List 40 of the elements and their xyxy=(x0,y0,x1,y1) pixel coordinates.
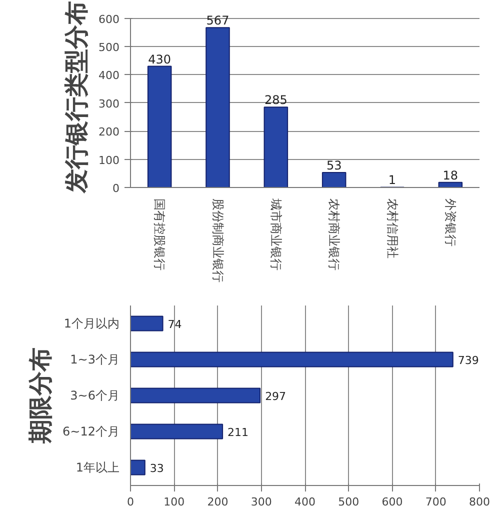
y-tick-label: 400 xyxy=(98,69,120,82)
x-tick-label: 国有控股银行 xyxy=(152,198,167,270)
x-tick-label: 700 xyxy=(425,496,446,508)
data-label: 18 xyxy=(442,168,458,182)
y-tick-label: 1~3个月 xyxy=(70,352,120,366)
data-label: 297 xyxy=(265,390,286,403)
x-tick-label: 600 xyxy=(382,496,403,508)
data-label: 211 xyxy=(228,426,249,439)
x-tick-label: 外资银行 xyxy=(443,198,458,246)
x-tick-label: 农村商业银行 xyxy=(327,198,342,270)
data-label: 74 xyxy=(168,318,182,331)
y-tick-label: 1年以上 xyxy=(76,460,120,474)
data-label: 739 xyxy=(458,354,479,367)
data-label: 285 xyxy=(264,93,288,108)
x-tick-label: 股份制商业银行 xyxy=(210,198,225,282)
y-tick-label: 6~12个月 xyxy=(62,424,120,438)
data-label: 430 xyxy=(148,52,172,66)
y-tick-label: 3~6个月 xyxy=(70,388,120,402)
y-tick-label: 200 xyxy=(98,126,120,139)
data-label: 33 xyxy=(150,462,164,475)
x-tick-label: 400 xyxy=(294,496,316,508)
text: 发行银行类型分布 xyxy=(64,1,90,194)
x-tick-label: 农村信用社 xyxy=(385,198,400,258)
y-tick-label: 300 xyxy=(98,97,120,110)
y-tick-label: 600 xyxy=(98,12,120,26)
x-tick-label: 500 xyxy=(338,496,360,508)
y-tick-label: 500 xyxy=(98,41,120,54)
y-tick-label: 1个月以内 xyxy=(64,316,120,330)
data-label: 567 xyxy=(206,14,230,28)
x-tick-label: 城市商业银行 xyxy=(268,198,283,270)
x-tick-label: 300 xyxy=(250,496,272,508)
text: 期限分布 xyxy=(28,348,54,444)
y-tick-label: 0 xyxy=(112,182,120,195)
data-label: 53 xyxy=(326,158,342,173)
data-label: 1 xyxy=(388,173,396,188)
x-tick-label: 100 xyxy=(164,496,185,508)
x-tick-label: 800 xyxy=(469,496,490,508)
x-tick-label: 0 xyxy=(127,496,134,508)
y-tick-label: 100 xyxy=(98,154,120,167)
x-tick-label: 200 xyxy=(207,496,228,508)
